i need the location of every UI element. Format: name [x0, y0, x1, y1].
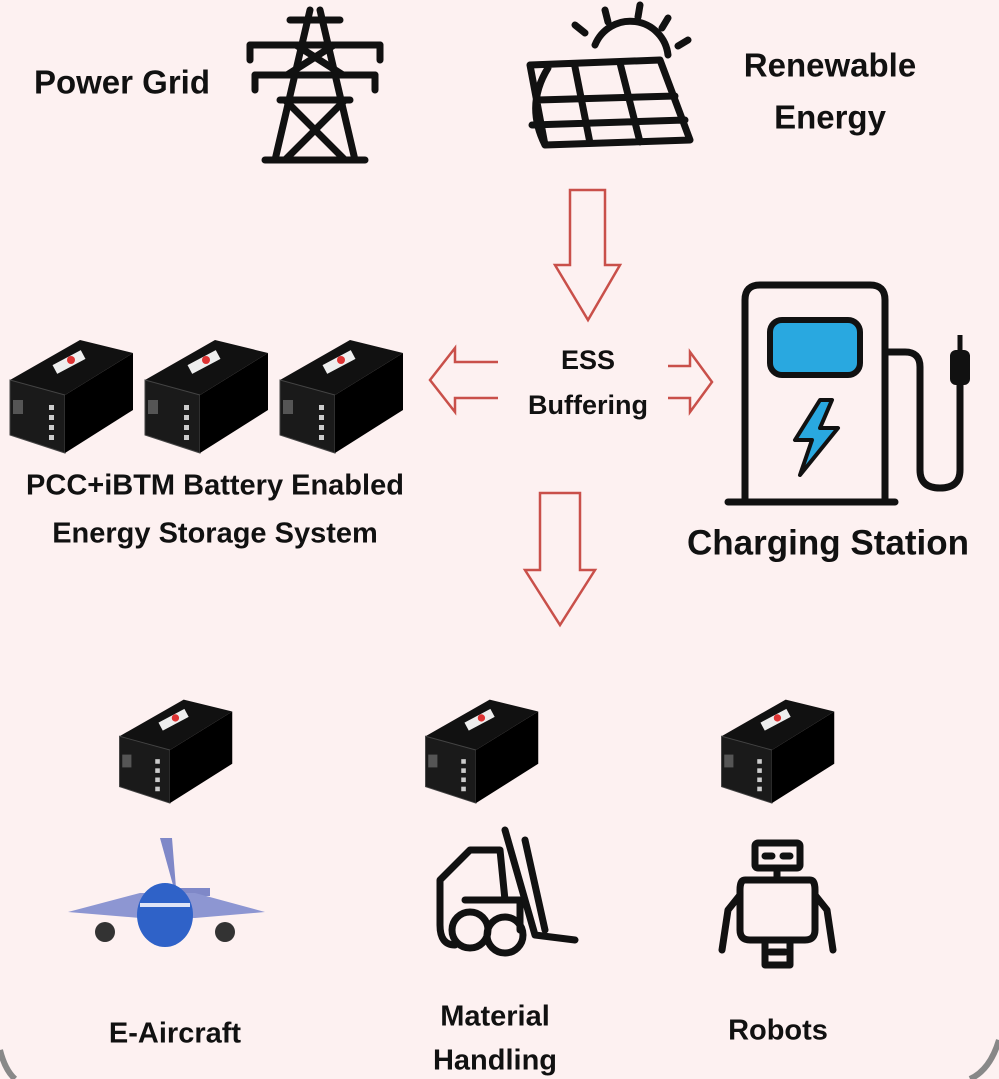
- node-label: E-Aircraft: [109, 1018, 241, 1050]
- battery-icon: [425, 699, 539, 804]
- node-label: Power Grid: [34, 64, 210, 101]
- arrow-down: [552, 188, 623, 323]
- battery-icon: [721, 699, 835, 804]
- frame-corner: [0, 1049, 18, 1079]
- solar-icon: [526, 1, 694, 149]
- node-label: Buffering: [528, 390, 648, 420]
- forklift-icon: [436, 826, 579, 957]
- pylon-icon: [246, 6, 384, 164]
- frame-corner: [968, 1039, 999, 1079]
- node-label: Material: [440, 1001, 550, 1033]
- node-label: Robots: [728, 1015, 828, 1047]
- arrow-right: [668, 348, 714, 416]
- battery-icon: [9, 339, 134, 454]
- charger-icon: [724, 281, 970, 506]
- robot-icon: [718, 839, 837, 969]
- battery-icon: [119, 699, 233, 804]
- battery-icon: [144, 339, 269, 454]
- arrow-left: [428, 344, 498, 416]
- battery-icon: [279, 339, 404, 454]
- node-label: Renewable: [744, 47, 916, 84]
- node-label: ESS: [561, 345, 615, 375]
- node-label: PCC+iBTM Battery Enabled: [26, 470, 404, 502]
- node-label: Handling: [433, 1045, 557, 1077]
- node-label: Charging Station: [687, 523, 969, 562]
- node-label: Energy: [774, 99, 887, 136]
- aircraft-icon: [68, 838, 265, 947]
- arrow-down: [522, 491, 598, 628]
- node-label: Energy Storage System: [52, 518, 378, 550]
